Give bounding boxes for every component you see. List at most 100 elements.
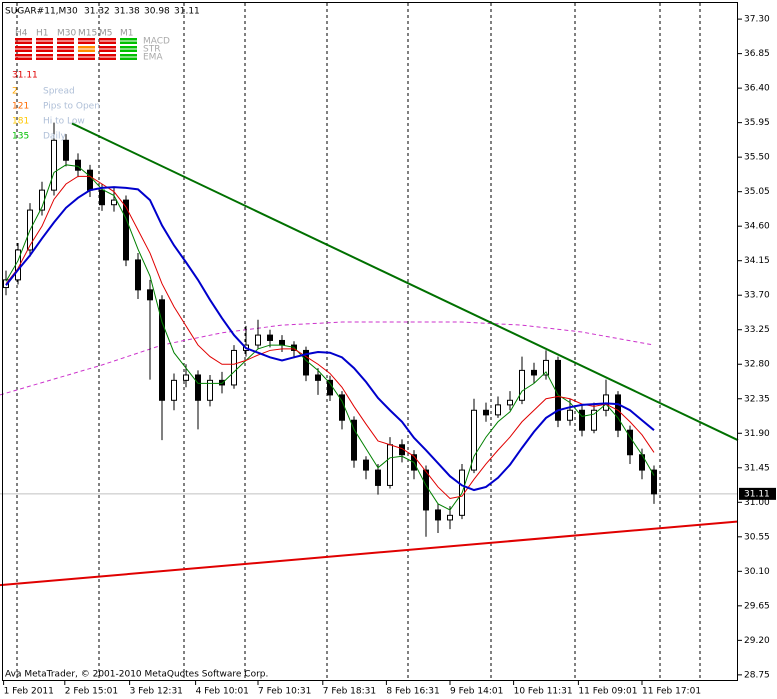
y-tick-label: 31.00 [744, 498, 770, 508]
last-price-label: 31.11 [744, 489, 770, 499]
signal-column: M5 [99, 29, 113, 39]
candle-body [315, 374, 321, 381]
candle-body [507, 399, 513, 406]
trend-line [0, 520, 739, 587]
stat-label: Spread [43, 87, 75, 97]
y-tick-label: 36.40 [744, 84, 770, 94]
moving-average-line [5, 175, 655, 500]
stat-label: Hi to Low [43, 117, 85, 127]
candle-body [363, 459, 369, 471]
candle-body [87, 169, 93, 191]
y-tick-label: 30.10 [744, 567, 770, 577]
candle-body [219, 379, 225, 386]
y-tick-label: 37.30 [744, 15, 770, 25]
signal-block [57, 57, 74, 60]
signal-block [99, 49, 116, 52]
signal-block [120, 57, 137, 60]
signal-block [78, 41, 95, 44]
candle-body [435, 509, 441, 521]
y-tick-label: 36.85 [744, 49, 770, 59]
stat-label: Daily [43, 132, 66, 142]
signal-column: M1 [120, 29, 134, 39]
signal-block [99, 38, 116, 41]
signal-block [57, 46, 74, 49]
candle-body [567, 409, 573, 421]
signal-block [36, 41, 53, 44]
signal-column: M15 [78, 29, 97, 39]
trend-line [71, 122, 739, 442]
signal-block [99, 41, 116, 44]
signal-row-label: EMA [143, 53, 163, 63]
signal-block [120, 38, 137, 41]
y-tick-label: 32.80 [744, 360, 770, 370]
candle-body [375, 469, 381, 486]
candle-body [159, 299, 165, 401]
candle-body [519, 369, 525, 401]
signal-block [15, 57, 32, 60]
y-tick-label: 31.90 [744, 429, 770, 439]
signal-block [78, 49, 95, 52]
candle-body [651, 469, 657, 495]
candle-body [183, 374, 189, 381]
signal-row-label: MACD [143, 37, 170, 47]
candle-body [327, 379, 333, 396]
candle-body [279, 339, 285, 346]
candle-body [423, 469, 429, 511]
signal-block [57, 49, 74, 52]
period-separators [16, 3, 701, 681]
x-tick-label: 11 Feb 09:01 [578, 687, 637, 697]
y-tick-label: 35.95 [744, 118, 770, 128]
signal-block [36, 46, 53, 49]
candle-body [351, 419, 357, 461]
candle-body [495, 404, 501, 416]
signal-block [99, 46, 116, 49]
signal-block [78, 57, 95, 60]
x-tick-label: 1 Feb 2011 [4, 687, 54, 697]
signal-block [36, 49, 53, 52]
stat-value: 135 [12, 132, 29, 142]
y-tick-label: 29.65 [744, 601, 770, 611]
x-tick-label: 11 Feb 17:01 [642, 687, 701, 697]
candle-body [75, 159, 81, 171]
candle-body [387, 444, 393, 486]
y-tick-label: 32.35 [744, 394, 770, 404]
x-tick-label: 7 Feb 18:31 [323, 687, 376, 697]
candle-body [111, 199, 117, 206]
signal-block [120, 54, 137, 57]
signal-block [57, 41, 74, 44]
signal-block [15, 41, 32, 44]
plot-frame [2, 2, 738, 681]
stat-value: 121 [12, 102, 29, 112]
signal-block [36, 38, 53, 41]
info-panel: SUGAR#11,M30 31.32 31.38 30.98 31.11 H4 H1 M30… [5, 7, 200, 142]
candle-body [99, 189, 105, 206]
signal-block [120, 49, 137, 52]
signal-block [120, 46, 137, 49]
y-tick-label: 33.25 [744, 325, 770, 335]
moving-average-line [5, 186, 655, 492]
signal-block [15, 46, 32, 49]
candle-body [591, 409, 597, 431]
signal-column: H1 [36, 29, 49, 39]
y-tick-label: 28.75 [744, 670, 770, 680]
signal-block [36, 54, 53, 57]
candle-body [231, 349, 237, 386]
signal-column: H4 [15, 29, 28, 39]
candle-body [447, 514, 453, 521]
signal-block [120, 41, 137, 44]
footer: Ava MetaTrader, © 2001-2010 MetaQuotes S… [5, 670, 268, 680]
signal-block [36, 57, 53, 60]
y-tick-label: 34.60 [744, 222, 770, 232]
candle-body [627, 429, 633, 456]
symbol: SUGAR#11,M30 [5, 7, 78, 17]
signal-block [78, 46, 95, 49]
signal-row-label: STR [143, 45, 160, 55]
signal-block [78, 38, 95, 41]
y-tick-label: 34.15 [744, 256, 770, 266]
big-price: 31.11 [12, 71, 38, 81]
x-tick-label: 4 Feb 10:01 [196, 687, 249, 697]
y-tick-label: 29.20 [744, 636, 770, 646]
candle-body [543, 359, 549, 376]
stat-value: 181 [12, 117, 29, 127]
candle-body [579, 409, 585, 431]
